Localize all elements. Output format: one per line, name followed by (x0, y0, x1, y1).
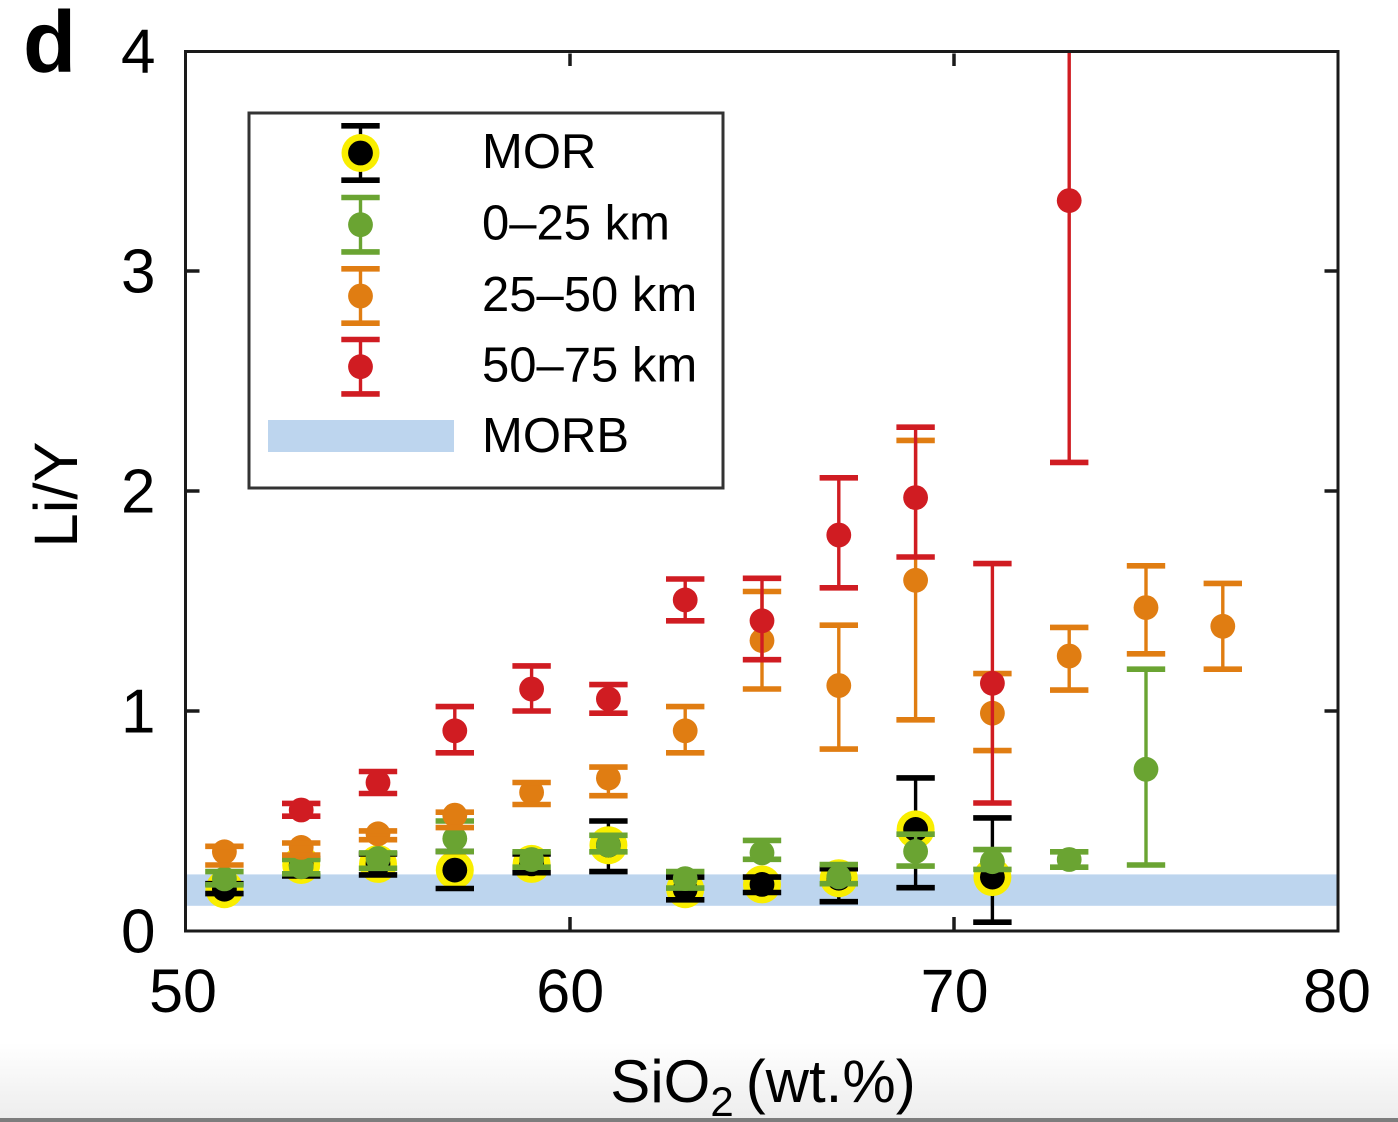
svg-text:2: 2 (121, 458, 155, 527)
svg-text:SiO2 (wt.%): SiO2 (wt.%) (610, 1048, 915, 1122)
svg-text:d: d (23, 0, 76, 91)
svg-text:MORB: MORB (482, 409, 629, 463)
svg-text:80: 80 (1303, 957, 1371, 1025)
svg-text:3: 3 (121, 238, 155, 307)
svg-text:50: 50 (149, 957, 217, 1025)
svg-text:1: 1 (121, 678, 155, 747)
svg-text:50–75 km: 50–75 km (482, 339, 697, 393)
svg-text:0: 0 (121, 898, 155, 967)
svg-text:Li/Y: Li/Y (22, 442, 91, 548)
svg-text:MOR: MOR (482, 125, 596, 179)
svg-text:4: 4 (121, 18, 155, 87)
svg-text:0–25 km: 0–25 km (482, 197, 670, 251)
svg-text:60: 60 (536, 957, 604, 1025)
svg-text:25–50 km: 25–50 km (482, 268, 697, 322)
svg-text:70: 70 (921, 957, 989, 1025)
